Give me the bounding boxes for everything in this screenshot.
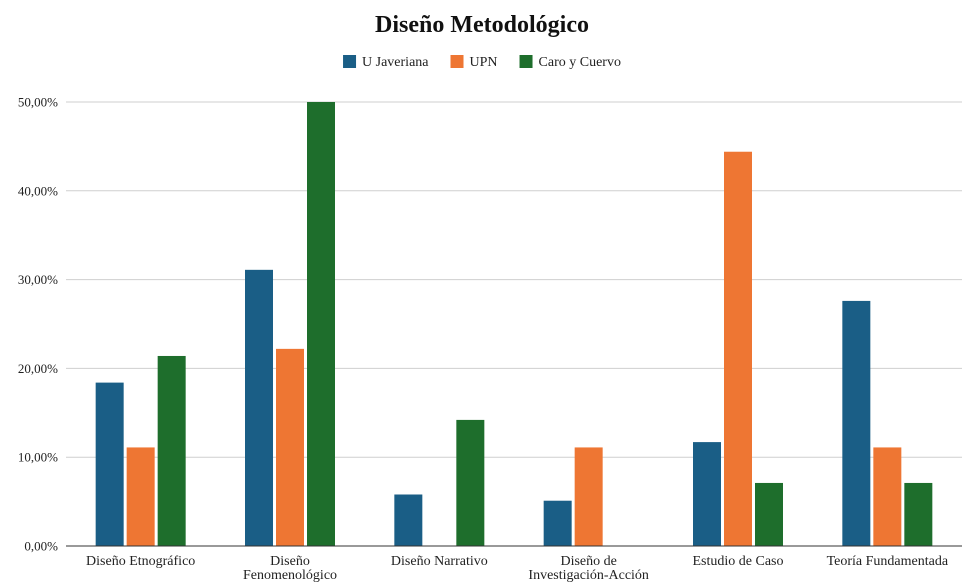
y-tick-label: 50,00% — [18, 95, 58, 110]
bar-u-javeriana-1 — [245, 269, 273, 546]
y-tick-label: 40,00% — [18, 183, 58, 198]
chart-title: Diseño Metodológico — [375, 12, 589, 38]
bar-u-javeriana-3 — [543, 500, 572, 546]
legend-label: UPN — [470, 55, 498, 70]
bar-u-javeriana-4 — [693, 442, 721, 546]
x-category-label: Estudio de Caso — [693, 554, 784, 569]
legend-label: U Javeriana — [362, 55, 429, 70]
bar-u-javeriana-0 — [95, 382, 124, 546]
legend-swatch-u-javeriana — [343, 55, 357, 68]
x-category-label: Investigación-Acción — [528, 568, 649, 583]
bar-upn-4 — [724, 151, 752, 546]
y-tick-label: 10,00% — [18, 450, 58, 465]
bar-u-javeriana-5 — [842, 300, 871, 546]
legend-swatch-caro-y-cuervo — [519, 55, 533, 68]
x-category-label: Diseño — [270, 554, 310, 569]
bar-u-javeriana-2 — [394, 494, 423, 546]
bar-caro-y-cuervo-5 — [904, 482, 933, 546]
x-category-label: Fenomenológico — [243, 568, 337, 583]
bars — [95, 102, 933, 546]
y-tick-label: 30,00% — [18, 272, 58, 287]
bar-caro-y-cuervo-1 — [307, 102, 335, 546]
x-category-label: Diseño de — [560, 554, 616, 569]
bar-caro-y-cuervo-4 — [755, 482, 783, 546]
grid-lines — [66, 101, 962, 458]
x-category-label: Teoría Fundamentada — [827, 554, 949, 569]
y-tick-label: 0,00% — [24, 539, 58, 554]
bar-caro-y-cuervo-2 — [456, 419, 485, 546]
legend-swatch-upn — [450, 55, 464, 68]
legend: U Javeriana UPN Caro y Cuervo — [343, 55, 621, 70]
x-category-label: Diseño Etnográfico — [86, 554, 195, 569]
x-category-label: Diseño Narrativo — [391, 554, 488, 569]
bar-upn-0 — [126, 447, 155, 546]
bar-upn-5 — [873, 447, 902, 546]
y-axis-ticks: 0,00% 10,00% 20,00% 30,00% 40,00% 50,00% — [18, 95, 58, 554]
bar-upn-1 — [276, 348, 304, 546]
legend-label: Caro y Cuervo — [539, 55, 621, 70]
y-tick-label: 20,00% — [18, 361, 58, 376]
bar-upn-3 — [574, 447, 603, 546]
bar-caro-y-cuervo-0 — [157, 355, 186, 546]
